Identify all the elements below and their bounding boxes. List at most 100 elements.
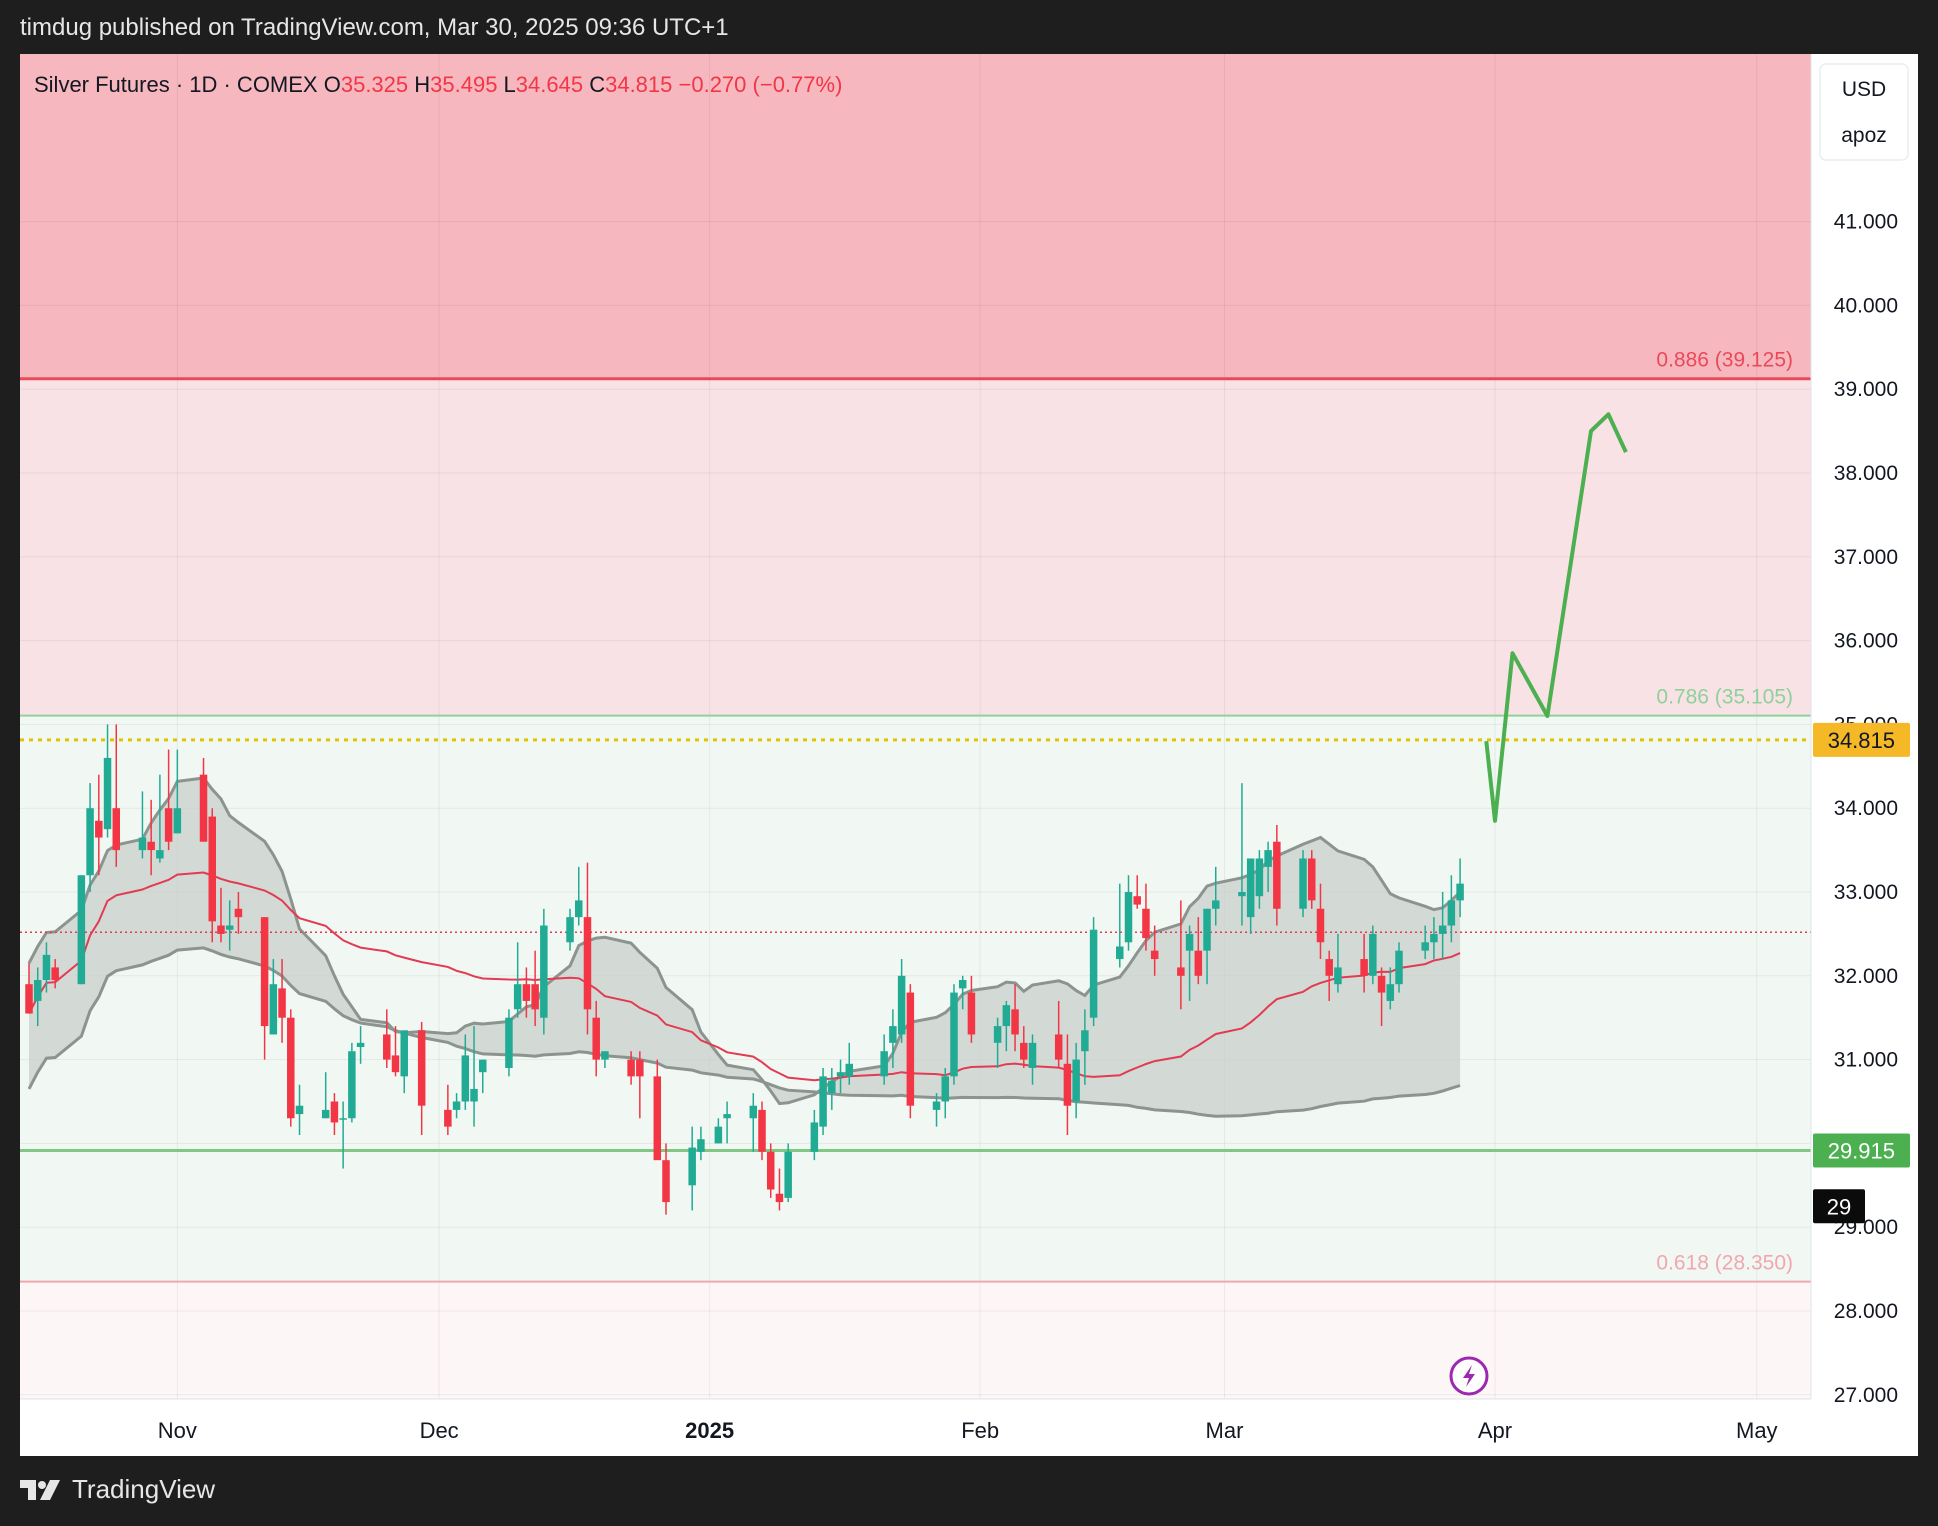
x-tick-label: Dec — [420, 1418, 459, 1443]
candle-body — [348, 1051, 356, 1119]
candle-body — [993, 1026, 1002, 1043]
candle-body — [1438, 925, 1447, 934]
x-tick-label: Nov — [158, 1418, 197, 1443]
candle-body — [452, 1101, 461, 1110]
candle-body — [356, 1042, 365, 1048]
last-price-tag-bg — [1813, 722, 1910, 757]
candle-body — [1054, 1034, 1063, 1060]
candle-body — [1273, 841, 1281, 909]
candle-body — [627, 1059, 635, 1077]
candle-body — [775, 1193, 784, 1203]
fib-zones — [20, 54, 1811, 1399]
candle-body — [225, 925, 234, 930]
time-axis-bg — [20, 1399, 1918, 1456]
candle-body — [1203, 908, 1211, 951]
candle-body — [819, 1076, 827, 1127]
candle-body — [513, 984, 522, 1010]
band-fill — [29, 778, 1461, 1117]
candle-body — [1133, 896, 1141, 905]
y-tick-label: 37.000 — [1834, 546, 1898, 569]
chart-svg[interactable]: 0.886 (39.125) 0.786 (35.105) 0.618 (28.35… — [20, 54, 1918, 1456]
candle-body — [906, 992, 915, 1106]
candle-body — [1089, 929, 1098, 1018]
candle-body — [461, 1055, 470, 1102]
candle-body — [321, 1109, 330, 1119]
publisher-caption: timdug published on TradingView.com, Mar… — [20, 14, 729, 41]
candle-body — [1150, 950, 1159, 960]
candle-body — [1177, 967, 1185, 976]
candle-body — [958, 979, 967, 989]
currency-box — [1819, 63, 1909, 161]
x-tick-label: May — [1736, 1418, 1778, 1443]
y-tick-label: 36.000 — [1834, 630, 1898, 653]
legend-high: 35.495 — [430, 72, 503, 97]
candle-body — [470, 1088, 478, 1102]
candle-body — [147, 841, 155, 851]
candle-body — [1081, 1030, 1089, 1052]
tradingview-footer: TradingView — [20, 1474, 215, 1505]
candle-body — [1255, 858, 1264, 897]
extra-tag-bg — [1813, 1189, 1865, 1224]
candle-body — [601, 1051, 609, 1060]
candle-body — [810, 1122, 819, 1152]
legend-symbol: Silver Futures · 1D · COMEX — [34, 72, 324, 97]
candle-body — [1194, 950, 1203, 976]
candle-body — [260, 917, 269, 1027]
candle-body — [112, 808, 121, 851]
candle-body — [138, 837, 147, 851]
candle-body — [575, 900, 583, 918]
band-mid-line — [28, 871, 1461, 1082]
candle-body — [33, 979, 42, 1001]
zone-786-886 — [20, 378, 1811, 716]
legend-open: 35.325 — [341, 72, 414, 97]
candle-body — [723, 1114, 731, 1119]
candle-body — [1430, 933, 1438, 943]
candle-body — [173, 808, 182, 834]
y-tick-label: 38.000 — [1834, 462, 1898, 485]
candle-body — [1456, 883, 1464, 901]
chart-frame[interactable]: 0.886 (39.125) 0.786 (35.105) 0.618 (28.35… — [20, 54, 1918, 1456]
axes: 27.00028.00029.00030.00031.00032.00033.0… — [20, 54, 1918, 1456]
candle-body — [391, 1055, 400, 1073]
candle-body — [287, 1017, 295, 1119]
x-tick-label: Apr — [1478, 1418, 1512, 1443]
candle-body — [836, 1072, 845, 1077]
candle-body — [950, 992, 958, 1077]
candle-body — [967, 992, 976, 1035]
support-price-tag: 29.915 — [1828, 1139, 1895, 1164]
candle-body — [1185, 933, 1194, 951]
candle-body — [295, 1105, 304, 1115]
legend-line: Silver Futures · 1D · COMEX O35.325 H35.… — [34, 72, 842, 97]
candle-body — [400, 1030, 408, 1077]
candle-body — [505, 1017, 513, 1068]
candle-body — [77, 875, 86, 985]
candle-body — [522, 984, 531, 1001]
candle-body — [583, 917, 592, 1010]
candle-body — [1063, 1063, 1072, 1106]
candle-body — [339, 1118, 347, 1120]
fib-label-0.886: 0.886 (39.125) — [1656, 349, 1793, 372]
scale-mode-label: apoz — [1841, 124, 1887, 147]
fib-label-0.618: 0.618 (28.350) — [1656, 1252, 1793, 1275]
candle-body — [1002, 1005, 1011, 1027]
candle-body — [1369, 933, 1377, 976]
candle-body — [1377, 975, 1386, 993]
candle-body — [897, 975, 906, 1035]
candle-body — [269, 984, 278, 1035]
candle-body — [208, 816, 216, 922]
candle-body — [1072, 1059, 1080, 1102]
candle-body — [1264, 850, 1272, 867]
candle-body — [566, 917, 574, 943]
legend-low: 34.645 — [516, 72, 589, 97]
legend-high-label: H — [414, 72, 430, 97]
y-tick-label: 34.000 — [1834, 797, 1898, 820]
candle-body — [688, 1147, 696, 1186]
x-tick-label: Feb — [961, 1418, 999, 1443]
candle-body — [234, 908, 243, 918]
y-tick-label: 31.000 — [1834, 1049, 1898, 1072]
candle-body — [653, 1076, 662, 1161]
candle-body — [636, 1059, 644, 1077]
currency-label: USD — [1842, 78, 1886, 101]
lightning-bolt — [1463, 1365, 1475, 1387]
y-tick-label: 28.000 — [1834, 1300, 1898, 1323]
